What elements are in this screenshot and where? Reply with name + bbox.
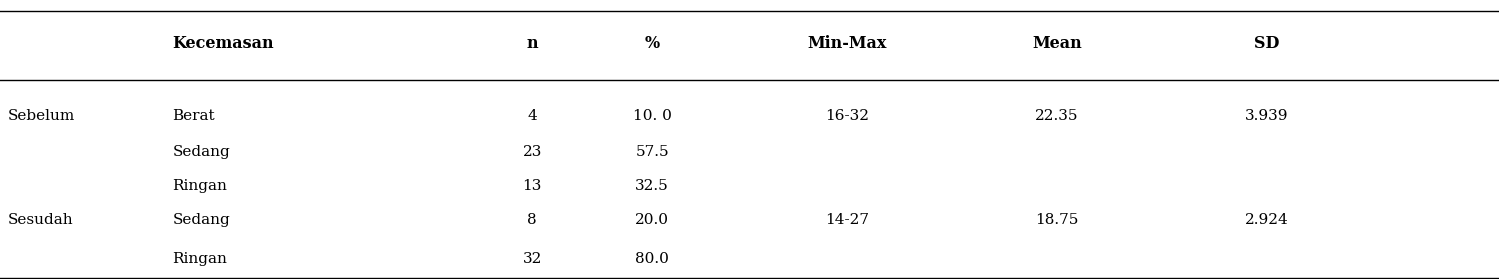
Text: Min-Max: Min-Max [808,35,886,52]
Text: 18.75: 18.75 [1036,213,1078,227]
Text: 14-27: 14-27 [824,213,869,227]
Text: SD: SD [1255,35,1279,52]
Text: 4: 4 [528,109,537,123]
Text: 3.939: 3.939 [1244,109,1289,123]
Text: Mean: Mean [1031,35,1082,52]
Text: 32: 32 [523,252,541,266]
Text: 16-32: 16-32 [824,109,869,123]
Text: 8: 8 [528,213,537,227]
Text: n: n [526,35,538,52]
Text: Sedang: Sedang [172,213,231,227]
Text: Sebelum: Sebelum [7,109,75,123]
Text: %: % [645,35,660,52]
Text: 57.5: 57.5 [636,145,669,159]
Text: 23: 23 [523,145,541,159]
Text: 32.5: 32.5 [636,179,669,193]
Text: Ringan: Ringan [172,179,228,193]
Text: Ringan: Ringan [172,252,228,266]
Text: 80.0: 80.0 [636,252,669,266]
Text: Sedang: Sedang [172,145,231,159]
Text: Kecemasan: Kecemasan [172,35,274,52]
Text: Sesudah: Sesudah [7,213,73,227]
Text: 10. 0: 10. 0 [633,109,672,123]
Text: Berat: Berat [172,109,214,123]
Text: 20.0: 20.0 [636,213,669,227]
Text: 13: 13 [523,179,541,193]
Text: 22.35: 22.35 [1034,109,1079,123]
Text: 2.924: 2.924 [1244,213,1289,227]
